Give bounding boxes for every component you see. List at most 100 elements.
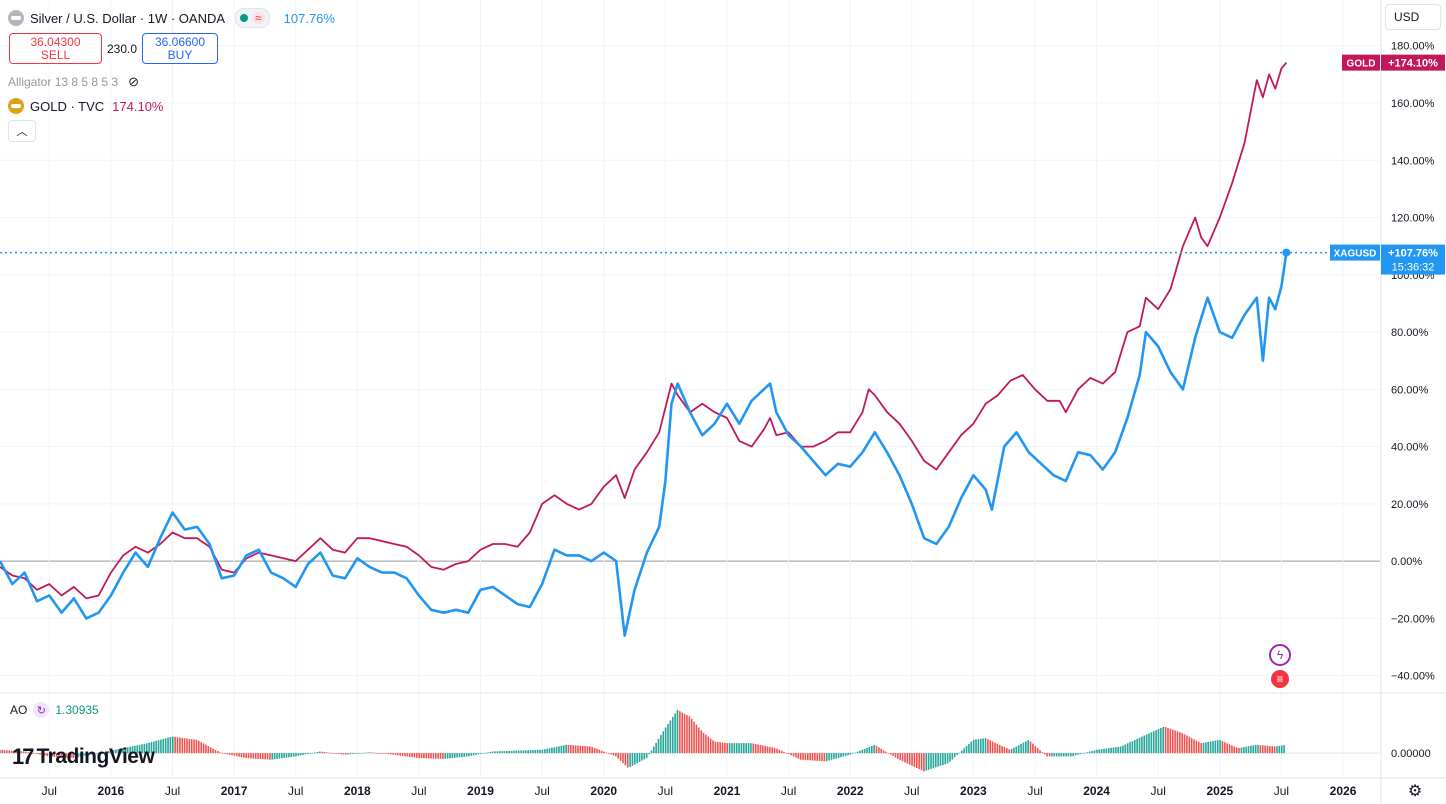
ao-bar [719,742,721,754]
ao-bar [434,753,437,759]
silver-value-tag-text: +107.76% [1388,248,1438,260]
ao-bar [60,753,63,758]
x-tick-label: Jul [288,784,303,798]
ao-bar [375,752,378,754]
ao-bar [8,750,11,754]
ao-bar [1001,745,1003,754]
ao-bar [29,752,32,754]
currency-selector[interactable]: USD [1385,4,1441,30]
ao-bar [1022,742,1025,754]
ao-bar [669,720,672,754]
ao-bar [508,750,511,754]
ao-bar [131,746,134,754]
ao-bar [1150,732,1153,754]
ao-bar [560,745,563,754]
ao-bar [413,753,416,758]
ao-bar [1212,741,1214,754]
market-status-pill[interactable]: ≈ [235,8,270,28]
ao-bar [193,739,195,754]
ao-bar [489,751,492,754]
ao-bar [674,713,676,754]
symbol-change-pct: 107.76% [283,10,335,26]
ao-bar [854,752,856,754]
ao-bar [198,740,200,754]
ao-bar [1228,744,1231,754]
ao-bar [1231,745,1233,754]
ao-bar [679,711,681,754]
compare-legend[interactable]: GOLD · TVC 174.10% [8,98,164,114]
ao-bar [1254,744,1257,754]
ao-bar [392,753,394,755]
ao-bar [1081,753,1084,754]
ao-bar [103,751,105,754]
ao-bar [968,743,970,754]
ao-bar [1162,726,1165,754]
ao-bar [617,753,620,759]
ao-bar [1072,753,1074,757]
x-tick-label: Jul [658,784,673,798]
ao-bar [1,749,3,754]
ao-bar [745,743,747,754]
x-tick-label: 2019 [467,784,494,798]
ao-bar [911,753,913,766]
ao-bar [690,718,693,754]
spread-value: 230.0 [106,41,138,56]
ao-zero-label: 0.00000 [1391,748,1431,760]
indicator-legend[interactable]: Alligator 13 8 5 8 5 3 ⊘ [8,74,139,90]
ao-bar [53,753,56,757]
ao-bar [250,753,252,759]
collapse-legend-button[interactable]: ︿ [8,120,36,142]
hide-eye-icon[interactable]: ⊘ [128,74,139,89]
ao-bar [34,753,37,754]
ao-bar [1138,737,1141,754]
lightning-icon[interactable]: ϟ [1269,644,1291,666]
ao-bar [1143,735,1146,754]
ao-bar [91,753,94,755]
ao-bar [747,743,750,754]
ao-bar [72,753,75,759]
ao-bar [752,743,755,754]
x-tick-label: 2021 [714,784,741,798]
buy-button[interactable]: 36.06600 BUY [142,33,218,64]
ao-bar [1062,753,1065,757]
ao-bar [1079,753,1082,755]
ao-bar [953,753,956,758]
ao-bar [513,750,515,754]
ao-bar [695,724,698,754]
ao-bar [1195,740,1198,754]
ao-bar [160,739,162,754]
ao-bar [1065,753,1067,757]
y-tick-label: 80.00% [1391,327,1429,339]
ao-bar [965,746,968,754]
ao-bar [807,753,809,761]
ao-bar [738,743,740,754]
brand-name: TradingView [36,745,155,768]
tradingview-logo[interactable]: 17 TradingView [12,744,155,770]
ao-bar [671,716,674,754]
settings-gear-icon[interactable]: ⚙ [1407,783,1423,800]
x-tick-label: Jul [1151,784,1166,798]
ao-bar [399,753,402,756]
sell-button[interactable]: 36.04300 SELL [9,33,102,64]
ao-bar [100,752,103,754]
approx-icon: ≈ [252,12,265,24]
symbol-title: Silver / U.S. Dollar · 1W · OANDA [30,10,226,26]
symbol-legend[interactable]: Silver / U.S. Dollar · 1W · OANDA ≈ 107.… [8,8,335,28]
series-line-gold [0,62,1288,600]
ao-bar [1041,752,1044,754]
ao-bar [243,753,245,758]
oscillator-legend[interactable]: AO ↻ 1.30935 [10,702,99,718]
ao-bar [299,753,302,756]
us-flag-icon[interactable]: ≡ [1269,668,1291,690]
ao-bar [186,738,188,754]
ao-bar [683,713,686,754]
ao-bar [1051,753,1053,757]
ao-bar [515,750,518,754]
ao-bar [340,753,342,755]
refresh-icon[interactable]: ↻ [33,702,50,718]
ao-bar [1167,727,1169,754]
ao-bar [418,753,421,759]
ao-bar [1060,753,1063,757]
ao-bar [702,732,705,754]
